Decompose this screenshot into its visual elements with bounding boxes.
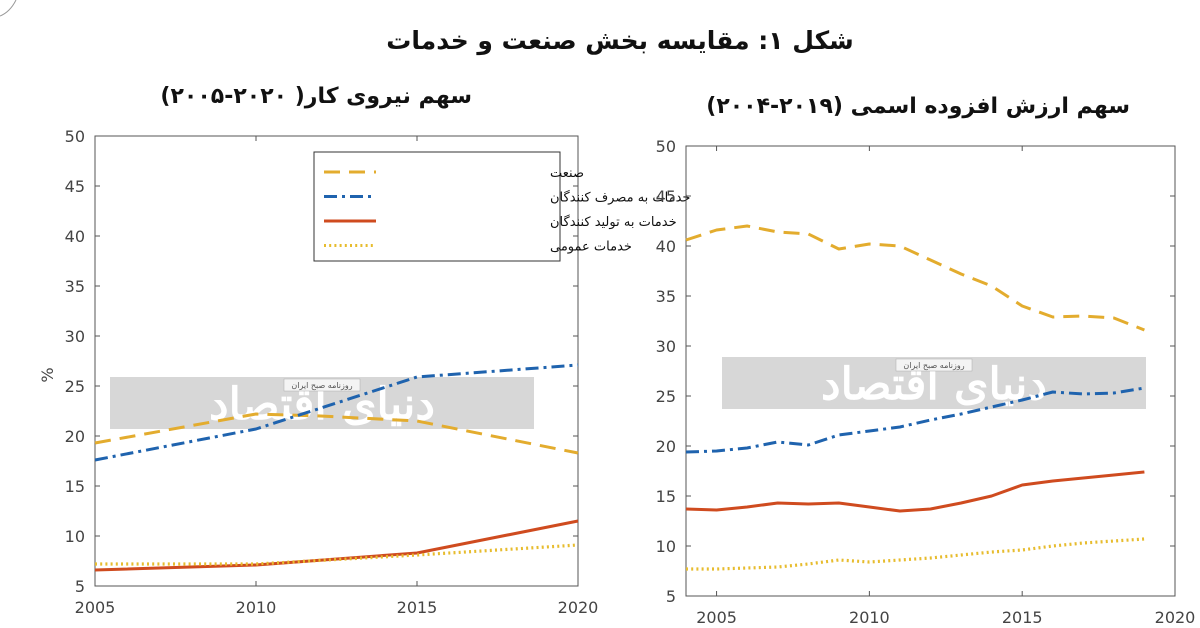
left-chart-title: سهم نیروی کار( ۲۰۲۰-۲۰۰۵) — [160, 84, 472, 109]
right-y-tick-label: 50 — [656, 137, 676, 156]
left-watermark-tag-box — [283, 378, 361, 392]
right-x-tick-label: 2020 — [1155, 608, 1196, 627]
right-watermark-tag-box — [895, 358, 973, 372]
left-x-tick-label: 2015 — [397, 598, 438, 617]
left-y-tick-label: 25 — [65, 377, 85, 396]
corner-arc-decoration — [0, 0, 17, 17]
figure-title: شکل ۱: مقایسه بخش صنعت و خدمات — [386, 26, 854, 55]
left-series-producer_services — [94, 519, 579, 572]
legend-label-industry: صنعت — [550, 166, 584, 181]
left-legend — [313, 151, 561, 262]
legend-label-consumer_services: خدمات به مصرف کنندگان — [550, 190, 690, 206]
left-watermark-tagline: روزنامه صبح ایران — [291, 381, 352, 390]
right-plot-frame — [685, 145, 1176, 597]
legend-label-producer_services: خدمات به تولید کنندگان — [550, 214, 677, 230]
left-series-consumer_services — [94, 363, 579, 462]
right-series-producer_services — [685, 470, 1145, 513]
left-plot-frame — [94, 135, 579, 587]
left-y-tick-label: 45 — [65, 177, 85, 196]
right-y-tick-label: 45 — [656, 187, 676, 206]
right-y-tick-label: 10 — [656, 537, 676, 556]
legend-label-public_services: خدمات عمومی — [550, 240, 632, 255]
left-x-tick-label: 2020 — [558, 598, 599, 617]
right-x-tick-label: 2015 — [1002, 608, 1043, 627]
left-y-tick-label: 40 — [65, 227, 85, 246]
right-x-tick-label: 2010 — [849, 608, 890, 627]
left-x-tick-label: 2010 — [236, 598, 277, 617]
left-x-tick-label: 2005 — [75, 598, 116, 617]
left-series-industry — [94, 412, 579, 455]
right-y-tick-label: 25 — [656, 387, 676, 406]
right-y-tick-label: 40 — [656, 237, 676, 256]
left-y-tick-label: 50 — [65, 127, 85, 146]
left-y-tick-label: 10 — [65, 527, 85, 546]
right-watermark-tagline: روزنامه صبح ایران — [903, 361, 964, 370]
right-chart-title: سهم ارزش افزوده اسمی (۲۰۱۹-۲۰۰۴) — [706, 94, 1130, 119]
right-y-tick-label: 5 — [666, 587, 676, 606]
left-y-tick-label: 20 — [65, 427, 85, 446]
right-series-industry — [685, 224, 1145, 332]
left-y-tick-label: 15 — [65, 477, 85, 496]
left-y-tick-label: 35 — [65, 277, 85, 296]
right-y-tick-label: 30 — [656, 337, 676, 356]
right-y-tick-label: 20 — [656, 437, 676, 456]
right-x-tick-label: 2005 — [696, 608, 737, 627]
left-y-axis-label: % — [38, 367, 57, 382]
right-y-tick-label: 35 — [656, 287, 676, 306]
left-y-tick-label: 30 — [65, 327, 85, 346]
right-y-tick-label: 15 — [656, 487, 676, 506]
left-y-tick-label: 5 — [75, 577, 85, 596]
right-series-public_services — [686, 537, 1145, 571]
